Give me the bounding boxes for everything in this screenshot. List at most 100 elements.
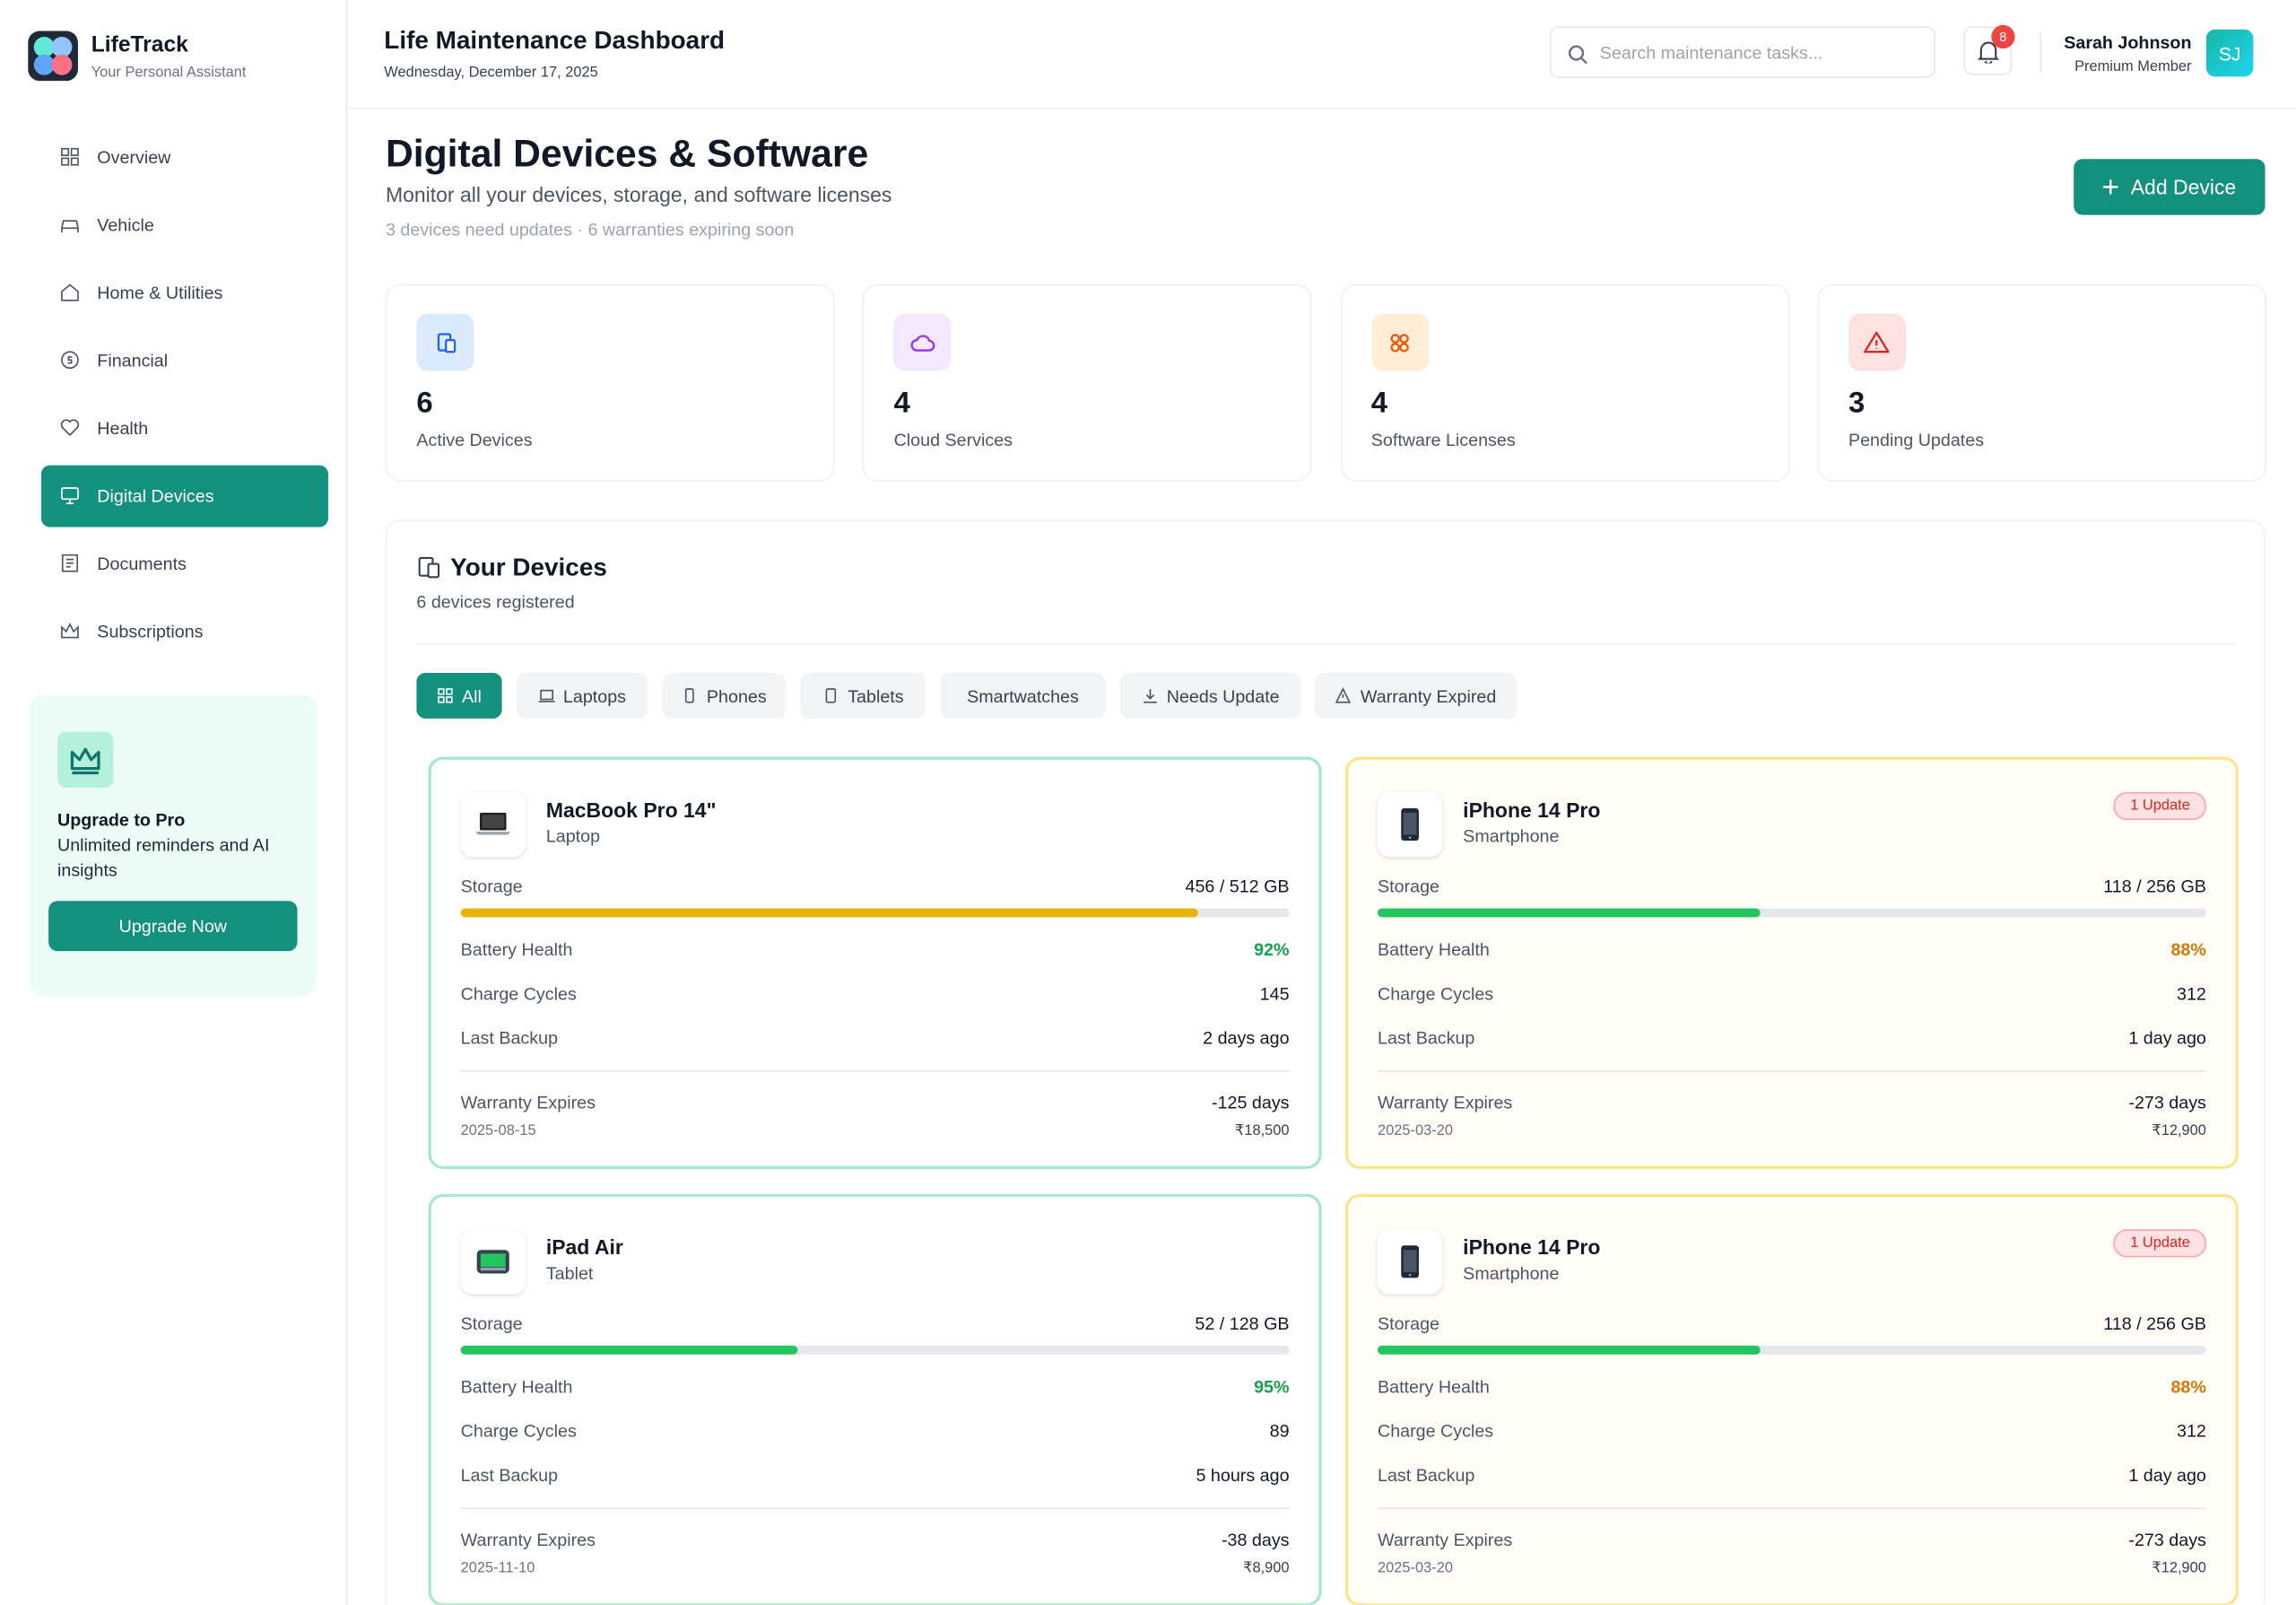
brand: LifeTrack xyxy=(91,32,188,58)
filter-icon xyxy=(825,688,837,703)
filter-chip[interactable]: All xyxy=(416,672,502,719)
nav-label: Vehicle xyxy=(97,214,154,236)
storage-row: Storage 118 / 256 GB xyxy=(1378,1313,2206,1334)
icon-part xyxy=(437,688,445,695)
warranty-row: Warranty Expires -273 days xyxy=(1378,1093,2206,1113)
cycles-label: Charge Cycles xyxy=(1378,1420,1494,1442)
filter-chip[interactable]: Phones xyxy=(662,672,787,719)
icon-part xyxy=(1399,342,1409,352)
device-card[interactable]: iPhone 14 Pro Smartphone 1 Update Storage 11… xyxy=(1344,756,2239,1169)
battery-row: Battery Health 88% xyxy=(1378,939,2206,960)
cycles-value: 145 xyxy=(1259,983,1290,1005)
add-device-button[interactable]: Add Device xyxy=(2074,159,2266,215)
warranty-label: Warranty Expires xyxy=(1378,1530,1513,1551)
storage-value: 118 / 256 GB xyxy=(2103,1313,2206,1334)
filter-chip[interactable]: Laptops xyxy=(517,672,648,719)
nav-item[interactable]: Vehicle xyxy=(41,195,328,257)
filter-label: Needs Update xyxy=(1166,685,1280,706)
storage-row: Storage 118 / 256 GB xyxy=(1378,876,2206,896)
stat-card: 6 Active Devices xyxy=(385,283,835,482)
warranty-date: 2025-03-20 xyxy=(1378,1123,1453,1140)
devices-panel xyxy=(385,519,2266,1605)
card-divider xyxy=(1378,1070,2206,1072)
cycles-label: Charge Cycles xyxy=(460,1420,577,1442)
nav-icon xyxy=(61,622,79,639)
upgrade-button[interactable]: Upgrade Now xyxy=(48,901,298,952)
stat-card: 4 Software Licenses xyxy=(1340,283,1789,482)
device-glyph xyxy=(475,812,511,835)
battery-label: Battery Health xyxy=(1378,1376,1490,1398)
nav-item[interactable]: Overview xyxy=(41,126,328,188)
header-divider xyxy=(2039,32,2042,74)
icon-part xyxy=(65,558,74,568)
device-card[interactable]: iPad Air Tablet Storage 52 / 128 GB Battery … xyxy=(428,1193,1322,1605)
icon-part xyxy=(61,147,70,156)
nav-icon xyxy=(60,419,80,437)
cycles-value: 89 xyxy=(1269,1420,1290,1442)
storage-bar xyxy=(460,1345,797,1355)
filter-label: Smartwatches xyxy=(967,685,1079,706)
tagline: Your Personal Assistant xyxy=(91,65,247,82)
filter-label: All xyxy=(462,685,482,706)
device-card[interactable]: MacBook Pro 14" Laptop Storage 456 / 512 GB… xyxy=(428,756,1322,1169)
backup-value: 1 day ago xyxy=(2128,1464,2206,1486)
device-glyph xyxy=(476,1250,509,1274)
icon-part xyxy=(65,499,74,505)
device-name: iPhone 14 Pro xyxy=(1463,1234,1601,1260)
nav-label: Financial xyxy=(97,350,169,371)
nav-item[interactable]: Documents xyxy=(41,533,328,595)
warranty-value: -38 days xyxy=(1222,1530,1290,1551)
price: ₹12,900 xyxy=(2152,1560,2206,1577)
filter-icon xyxy=(437,688,453,703)
warranty-detail-row: 2025-08-15 ₹18,500 xyxy=(461,1123,1290,1139)
stat-value: 4 xyxy=(1370,387,1388,420)
filter-chip[interactable]: Smartwatches xyxy=(940,672,1106,719)
promo-title: Upgrade to Pro xyxy=(57,809,186,831)
icon-part xyxy=(61,487,79,501)
nav-item[interactable]: Digital Devices xyxy=(40,465,328,528)
add-device-label: Add Device xyxy=(2130,175,2237,199)
battery-row: Battery Health 92% xyxy=(461,939,1290,960)
storage-bar xyxy=(1378,1345,1760,1355)
filter-chip[interactable]: Tablets xyxy=(800,672,926,719)
battery-value: 95% xyxy=(1254,1376,1290,1398)
nav-icon xyxy=(60,220,79,233)
stat-icon xyxy=(893,313,952,371)
filter-chip[interactable]: Warranty Expired xyxy=(1314,672,1518,719)
search-placeholder: Search maintenance tasks... xyxy=(1599,42,1823,64)
search-icon xyxy=(1568,45,1587,65)
nav-item[interactable]: Subscriptions xyxy=(41,601,328,663)
device-card[interactable]: iPhone 14 Pro Smartphone 1 Update Storage 11… xyxy=(1344,1193,2239,1605)
page-summary: 3 devices need updates · 6 warranties ex… xyxy=(385,219,795,240)
filter-label: Tablets xyxy=(848,685,904,706)
notification-button[interactable] xyxy=(1963,26,2013,75)
device-icon xyxy=(460,1229,526,1295)
filter-label: Laptops xyxy=(562,685,627,706)
plus-icon xyxy=(2102,179,2118,195)
cycles-row: Charge Cycles 312 xyxy=(1378,983,2206,1004)
search-box[interactable]: Search maintenance tasks... xyxy=(1550,26,1935,78)
header-title: Life Maintenance Dashboard xyxy=(384,26,726,55)
storage-label: Storage xyxy=(460,876,523,897)
device-glyph xyxy=(1401,807,1419,842)
stat-glyph xyxy=(1390,333,1409,352)
device-type: Tablet xyxy=(545,1263,594,1284)
device-icon xyxy=(460,791,526,858)
panel-title: Your Devices xyxy=(450,554,607,582)
storage-label: Storage xyxy=(1378,876,1439,897)
bell-icon xyxy=(1978,41,1999,64)
nav-item[interactable]: Financial xyxy=(41,330,328,392)
sidebar: LifeTrack Your Personal Assistant Overvi… xyxy=(0,0,348,1605)
warranty-detail-row: 2025-11-10 ₹8,900 xyxy=(461,1560,1290,1576)
nav-item[interactable]: Health xyxy=(41,397,328,459)
nav-item[interactable]: Home & Utilities xyxy=(41,262,328,324)
storage-value: 118 / 256 GB xyxy=(2103,876,2206,897)
nav-icon xyxy=(61,554,78,572)
filter-chip[interactable]: Needs Update xyxy=(1119,672,1301,719)
icon-part xyxy=(61,157,70,166)
stat-label: Software Licenses xyxy=(1370,430,1516,451)
icon-part xyxy=(480,1253,506,1268)
storage-track xyxy=(1378,908,2206,918)
avatar[interactable]: SJ xyxy=(2205,29,2254,77)
